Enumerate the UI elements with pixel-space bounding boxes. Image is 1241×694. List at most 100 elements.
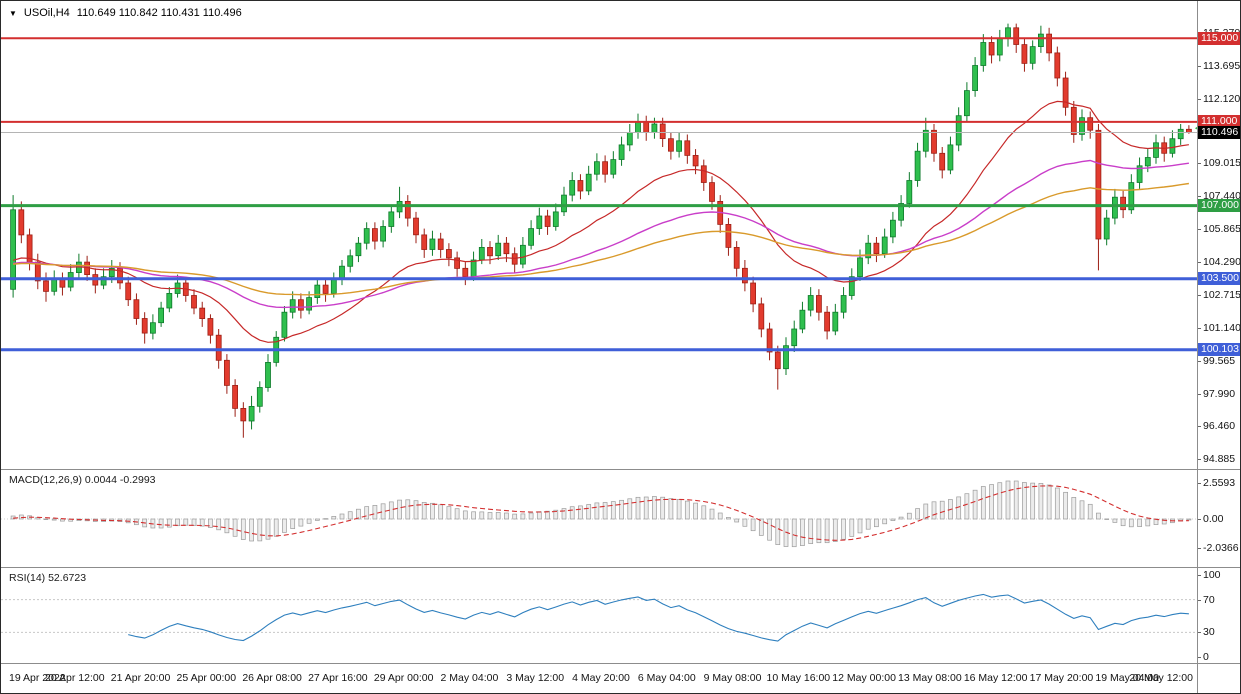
macd-histogram-bar xyxy=(931,501,937,520)
macd-histogram-bar xyxy=(553,509,559,520)
candle-body xyxy=(487,246,493,257)
macd-histogram-bar xyxy=(758,518,764,536)
macd-histogram-bar xyxy=(438,504,444,520)
rsi-indicator-label: RSI(14) 52.6723 xyxy=(9,572,87,584)
macd-histogram-bar xyxy=(627,498,633,520)
macd-histogram-bar xyxy=(364,506,370,520)
macd-panel-splitter[interactable] xyxy=(1,469,1240,470)
macd-histogram-bar xyxy=(684,500,690,520)
candle-body xyxy=(528,228,534,246)
macd-histogram-bar xyxy=(331,516,337,520)
candle-body xyxy=(799,309,806,330)
candle-body xyxy=(413,217,419,236)
macd-histogram-bar xyxy=(298,518,304,527)
macd-histogram-bar xyxy=(339,513,345,520)
macd-histogram-bar xyxy=(471,511,476,520)
candle-body xyxy=(429,238,436,250)
candle-body xyxy=(1062,77,1069,108)
macd-histogram-bar xyxy=(273,518,279,537)
macd-histogram-bar xyxy=(726,517,731,520)
macd-histogram-bar xyxy=(314,518,320,521)
rsi-panel-splitter[interactable] xyxy=(1,567,1240,568)
chart-canvas[interactable] xyxy=(1,1,1197,694)
candle-body xyxy=(10,209,17,290)
candle-body xyxy=(363,228,370,244)
macd-histogram-bar xyxy=(824,518,830,544)
macd-histogram-bar xyxy=(1038,483,1044,520)
candle-body xyxy=(191,295,197,309)
candle-body xyxy=(684,140,691,156)
collapse-triangle-icon[interactable]: ▼ xyxy=(9,8,17,18)
candle-body xyxy=(865,242,872,259)
macd-histogram-bar xyxy=(545,510,550,520)
rsi-line xyxy=(128,593,1189,642)
candle-body xyxy=(569,180,576,196)
macd-histogram-bar xyxy=(561,508,567,520)
macd-histogram-bar xyxy=(709,508,715,520)
macd-histogram-bar xyxy=(890,518,896,521)
candle-body xyxy=(207,318,214,336)
candle-body xyxy=(223,359,230,386)
candle-body xyxy=(520,244,526,265)
price-axis[interactable] xyxy=(1197,1,1240,693)
candle-body xyxy=(536,215,543,229)
candle-body xyxy=(577,180,584,192)
candle-body xyxy=(733,246,740,269)
candle-body xyxy=(692,154,699,167)
macd-histogram-bar xyxy=(257,518,263,542)
macd-histogram-bar xyxy=(898,516,904,520)
macd-histogram-bar xyxy=(1104,518,1110,520)
macd-histogram-bar xyxy=(594,502,600,520)
macd-histogram-bar xyxy=(635,496,641,520)
macd-histogram-bar xyxy=(1013,480,1019,520)
macd-histogram-bar xyxy=(504,512,509,520)
candle-body xyxy=(125,282,132,301)
macd-histogram-bar xyxy=(602,502,608,520)
candle-body xyxy=(18,209,25,236)
macd-histogram-bar xyxy=(1186,518,1192,521)
candle-body xyxy=(1013,27,1020,45)
macd-histogram-bar xyxy=(865,518,871,530)
candle-body xyxy=(922,129,929,152)
candle-body xyxy=(256,387,263,407)
macd-histogram-bar xyxy=(372,505,378,520)
candle-body xyxy=(470,259,477,278)
ma-fast-red-line xyxy=(12,100,1189,343)
macd-histogram-bar xyxy=(1087,503,1093,520)
macd-histogram-bar xyxy=(841,518,846,540)
macd-histogram-bar xyxy=(972,489,978,520)
macd-histogram-bar xyxy=(413,500,419,520)
macd-histogram-bar xyxy=(208,518,213,528)
macd-histogram-bar xyxy=(849,518,855,537)
macd-histogram-bar xyxy=(915,508,920,520)
chart-title: ▼ USOil,H4 110.649 110.842 110.431 110.4… xyxy=(9,7,242,19)
candle-body xyxy=(1128,182,1135,211)
macd-histogram-bar xyxy=(857,518,863,534)
macd-histogram-bar xyxy=(479,511,485,520)
candle-body xyxy=(117,267,123,284)
candle-body xyxy=(1005,27,1011,39)
candle-body xyxy=(232,384,239,409)
candle-body xyxy=(445,249,452,259)
macd-histogram-bar xyxy=(446,506,452,520)
candle-body xyxy=(306,297,313,311)
macd-histogram-bar xyxy=(462,510,468,520)
candle-body xyxy=(339,265,345,280)
candle-body xyxy=(725,223,732,248)
macd-histogram-bar xyxy=(306,518,312,524)
candle-body xyxy=(1169,138,1176,154)
macd-histogram-bar xyxy=(1005,480,1011,520)
macd-histogram-bar xyxy=(421,502,427,520)
candle-body xyxy=(330,278,337,294)
candle-body xyxy=(322,284,329,294)
candle-body xyxy=(141,318,148,334)
candle-body xyxy=(791,328,798,347)
macd-histogram-bar xyxy=(668,498,674,520)
macd-histogram-bar xyxy=(676,499,682,520)
time-axis[interactable] xyxy=(1,664,1197,693)
candle-body xyxy=(807,295,814,311)
candle-body xyxy=(544,215,551,227)
macd-histogram-bar xyxy=(578,505,583,520)
candle-body xyxy=(314,284,321,299)
macd-histogram-bar xyxy=(10,515,16,520)
